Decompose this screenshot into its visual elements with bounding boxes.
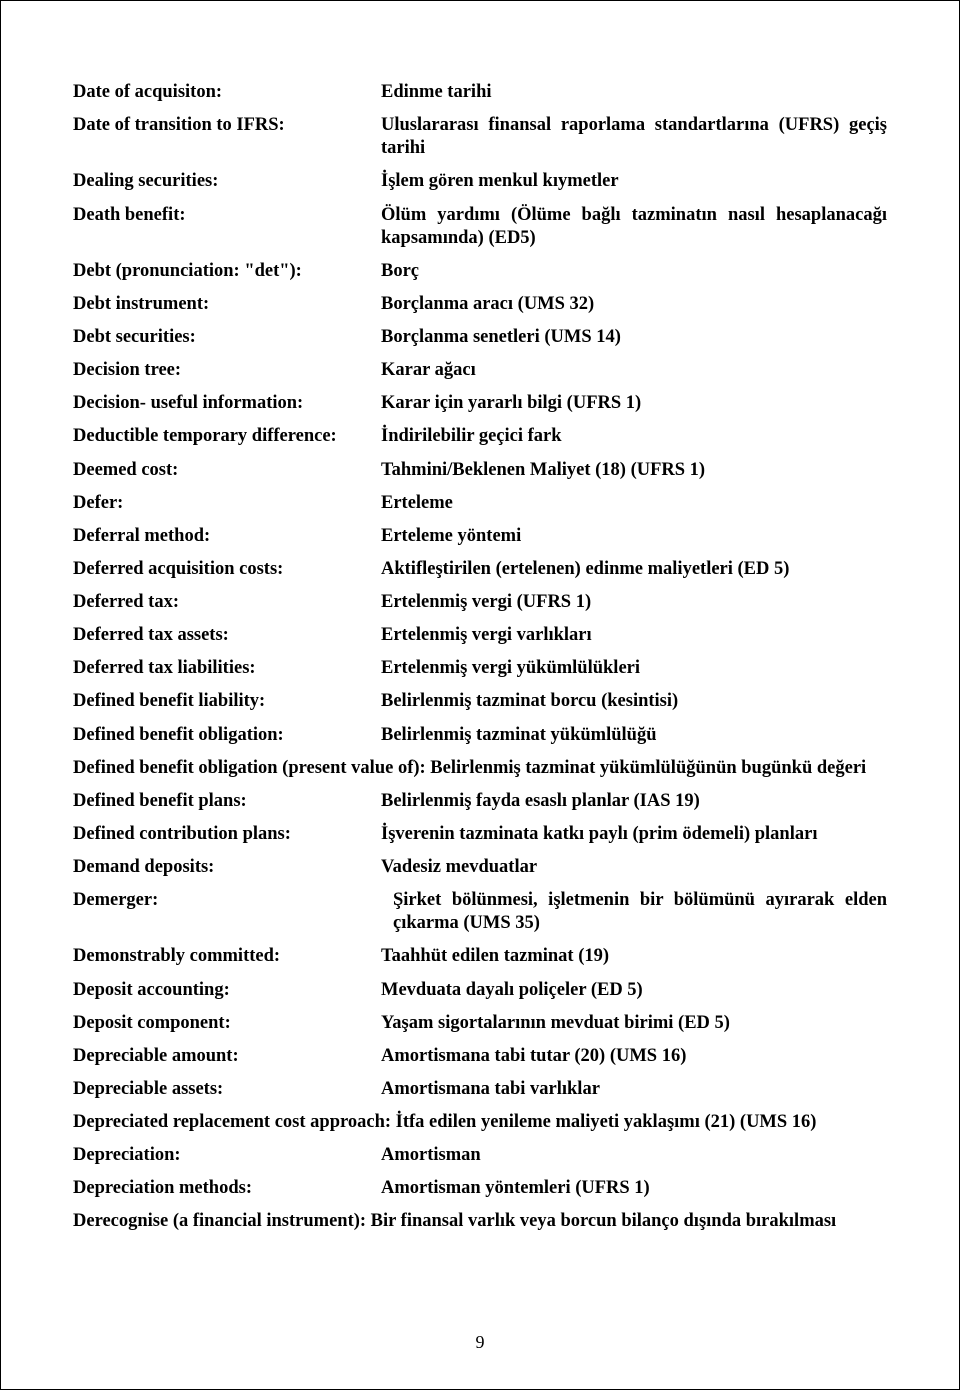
glossary-definition: Şirket bölünmesi, işletmenin bir bölümün… — [381, 889, 887, 935]
document-page: Date of acquisiton:Edinme tarihiDate of … — [0, 0, 960, 1390]
glossary-entry: Defined contribution plans:İşverenin taz… — [73, 823, 887, 846]
glossary-term: Deemed cost: — [73, 459, 381, 482]
glossary-entry: Deferred tax liabilities:Ertelenmiş verg… — [73, 657, 887, 680]
glossary-term: Defined benefit plans: — [73, 790, 381, 813]
glossary-entry-full: Defined benefit obligation (present valu… — [73, 757, 887, 780]
glossary-entry: Defined benefit obligation:Belirlenmiş t… — [73, 724, 887, 747]
glossary-term: Date of acquisiton: — [73, 81, 381, 104]
glossary-definition: Edinme tarihi — [381, 81, 887, 104]
glossary-entry: Depreciable amount:Amortismana tabi tuta… — [73, 1045, 887, 1068]
glossary-term: Defined contribution plans: — [73, 823, 381, 846]
glossary-term: Date of transition to IFRS: — [73, 114, 381, 137]
glossary-entry: Deductible temporary difference:İndirile… — [73, 425, 887, 448]
glossary-entry: Deferral method:Erteleme yöntemi — [73, 525, 887, 548]
glossary-entry: Defined benefit plans:Belirlenmiş fayda … — [73, 790, 887, 813]
glossary-entry: Demand deposits:Vadesiz mevduatlar — [73, 856, 887, 879]
glossary-term: Defer: — [73, 492, 381, 515]
glossary-definition: İşlem gören menkul kıymetler — [381, 170, 887, 193]
glossary-term: Deposit component: — [73, 1012, 381, 1035]
glossary-term: Depreciable assets: — [73, 1078, 381, 1101]
glossary-entry: Demonstrably committed:Taahhüt edilen ta… — [73, 945, 887, 968]
glossary-term: Decision- useful information: — [73, 392, 381, 415]
glossary-entry: Deemed cost:Tahmini/Beklenen Maliyet (18… — [73, 459, 887, 482]
glossary-entry-full: Depreciated replacement cost approach: İ… — [73, 1111, 887, 1134]
glossary-term: Deferral method: — [73, 525, 381, 548]
glossary-entry: Debt (pronunciation: "det"):Borç — [73, 260, 887, 283]
glossary-definition: Amortismana tabi tutar (20) (UMS 16) — [381, 1045, 887, 1068]
glossary-definition: Amortisman — [381, 1144, 887, 1167]
glossary-definition: Ertelenmiş vergi (UFRS 1) — [381, 591, 887, 614]
glossary-entry: Depreciation:Amortisman — [73, 1144, 887, 1167]
glossary-entry: Debt securities:Borçlanma senetleri (UMS… — [73, 326, 887, 349]
glossary-entry: Deposit component:Yaşam sigortalarının m… — [73, 1012, 887, 1035]
glossary-definition: Ertelenmiş vergi varlıkları — [381, 624, 887, 647]
glossary-entry: Demerger:Şirket bölünmesi, işletmenin bi… — [73, 889, 887, 935]
glossary-list: Date of acquisiton:Edinme tarihiDate of … — [73, 81, 887, 1234]
glossary-definition: Yaşam sigortalarının mevduat birimi (ED … — [381, 1012, 887, 1035]
glossary-term: Deferred tax liabilities: — [73, 657, 381, 680]
glossary-definition: Uluslararası finansal raporlama standart… — [381, 114, 887, 160]
glossary-definition: Tahmini/Beklenen Maliyet (18) (UFRS 1) — [381, 459, 887, 482]
glossary-term: Defined benefit obligation: — [73, 724, 381, 747]
glossary-term: Deferred tax assets: — [73, 624, 381, 647]
glossary-term: Deferred acquisition costs: — [73, 558, 381, 581]
glossary-term: Demand deposits: — [73, 856, 381, 879]
glossary-term: Defined benefit liability: — [73, 690, 381, 713]
glossary-definition: Belirlenmiş tazminat yükümlülüğü — [381, 724, 887, 747]
glossary-definition: Amortisman yöntemleri (UFRS 1) — [381, 1177, 887, 1200]
glossary-term: Depreciation: — [73, 1144, 381, 1167]
glossary-entry: Deferred tax:Ertelenmiş vergi (UFRS 1) — [73, 591, 887, 614]
glossary-term: Depreciable amount: — [73, 1045, 381, 1068]
glossary-term: Debt securities: — [73, 326, 381, 349]
glossary-entry: Depreciable assets:Amortismana tabi varl… — [73, 1078, 887, 1101]
glossary-definition: Belirlenmiş tazminat borcu (kesintisi) — [381, 690, 887, 713]
glossary-definition: Karar için yararlı bilgi (UFRS 1) — [381, 392, 887, 415]
glossary-term: Decision tree: — [73, 359, 381, 382]
glossary-definition: Borçlanma senetleri (UMS 14) — [381, 326, 887, 349]
glossary-term: Deferred tax: — [73, 591, 381, 614]
glossary-entry: Dealing securities:İşlem gören menkul kı… — [73, 170, 887, 193]
glossary-definition: Belirlenmiş fayda esaslı planlar (IAS 19… — [381, 790, 887, 813]
glossary-definition: Taahhüt edilen tazminat (19) — [381, 945, 887, 968]
glossary-definition: İndirilebilir geçici fark — [381, 425, 887, 448]
glossary-term: Deductible temporary difference: — [73, 425, 381, 448]
glossary-definition: Erteleme — [381, 492, 887, 515]
glossary-definition: Aktifleştirilen (ertelenen) edinme maliy… — [381, 558, 887, 581]
glossary-entry-full: Derecognise (a financial instrument): Bi… — [73, 1210, 887, 1233]
glossary-definition: Borç — [381, 260, 887, 283]
glossary-entry: Deferred acquisition costs:Aktifleştiril… — [73, 558, 887, 581]
glossary-entry: Defer:Erteleme — [73, 492, 887, 515]
glossary-entry: Death benefit:Ölüm yardımı (Ölüme bağlı … — [73, 204, 887, 250]
glossary-entry: Deposit accounting:Mevduata dayalı poliç… — [73, 979, 887, 1002]
glossary-entry: Date of transition to IFRS:Uluslararası … — [73, 114, 887, 160]
glossary-entry: Decision tree:Karar ağacı — [73, 359, 887, 382]
glossary-definition: Ölüm yardımı (Ölüme bağlı tazminatın nas… — [381, 204, 887, 250]
glossary-entry: Decision- useful information:Karar için … — [73, 392, 887, 415]
glossary-definition: Borçlanma aracı (UMS 32) — [381, 293, 887, 316]
glossary-term: Demerger: — [73, 889, 381, 912]
glossary-term: Debt (pronunciation: "det"): — [73, 260, 381, 283]
glossary-term: Demonstrably committed: — [73, 945, 381, 968]
glossary-definition: Amortismana tabi varlıklar — [381, 1078, 887, 1101]
glossary-term: Depreciation methods: — [73, 1177, 381, 1200]
glossary-definition: Mevduata dayalı poliçeler (ED 5) — [381, 979, 887, 1002]
glossary-definition: Karar ağacı — [381, 359, 887, 382]
glossary-term: Debt instrument: — [73, 293, 381, 316]
glossary-entry: Defined benefit liability:Belirlenmiş ta… — [73, 690, 887, 713]
page-number: 9 — [1, 1331, 959, 1354]
glossary-entry: Deferred tax assets:Ertelenmiş vergi var… — [73, 624, 887, 647]
glossary-definition: Erteleme yöntemi — [381, 525, 887, 548]
glossary-term: Dealing securities: — [73, 170, 381, 193]
glossary-entry: Depreciation methods:Amortisman yöntemle… — [73, 1177, 887, 1200]
glossary-entry: Debt instrument:Borçlanma aracı (UMS 32) — [73, 293, 887, 316]
glossary-term: Death benefit: — [73, 204, 381, 227]
glossary-definition: Vadesiz mevduatlar — [381, 856, 887, 879]
glossary-term: Deposit accounting: — [73, 979, 381, 1002]
glossary-definition: İşverenin tazminata katkı paylı (prim öd… — [381, 823, 887, 846]
glossary-definition: Ertelenmiş vergi yükümlülükleri — [381, 657, 887, 680]
glossary-entry: Date of acquisiton:Edinme tarihi — [73, 81, 887, 104]
